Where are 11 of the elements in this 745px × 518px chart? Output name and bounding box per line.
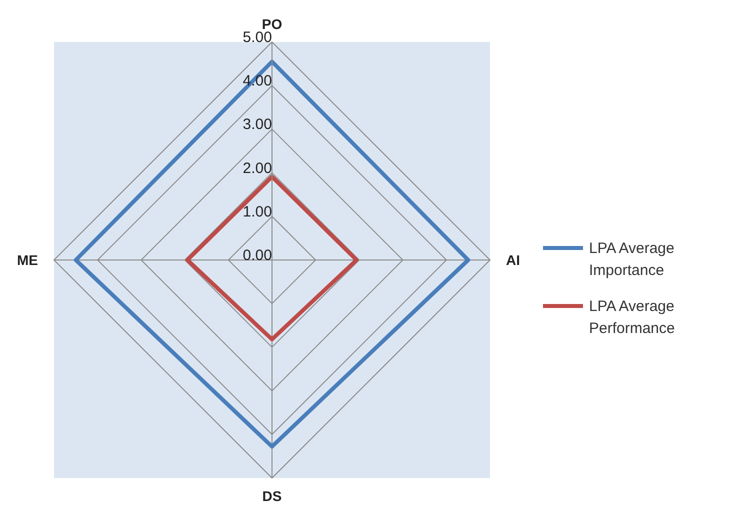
spoke-label: ME: [17, 252, 38, 268]
y-tick-label: 1.00: [242, 203, 272, 220]
spoke-label: DS: [262, 488, 282, 504]
y-tick-label: 2.00: [242, 160, 272, 177]
y-tick-label: 3.00: [242, 116, 272, 134]
spoke-label: AI: [506, 252, 520, 268]
spoke-label: PO: [262, 16, 282, 32]
legend-label: LPA Average Importance: [589, 239, 676, 281]
y-tick-label: 0.00: [242, 247, 272, 264]
y-tick-label: 5.00: [242, 29, 272, 46]
legend-label: LPA Average Performance: [589, 297, 676, 339]
